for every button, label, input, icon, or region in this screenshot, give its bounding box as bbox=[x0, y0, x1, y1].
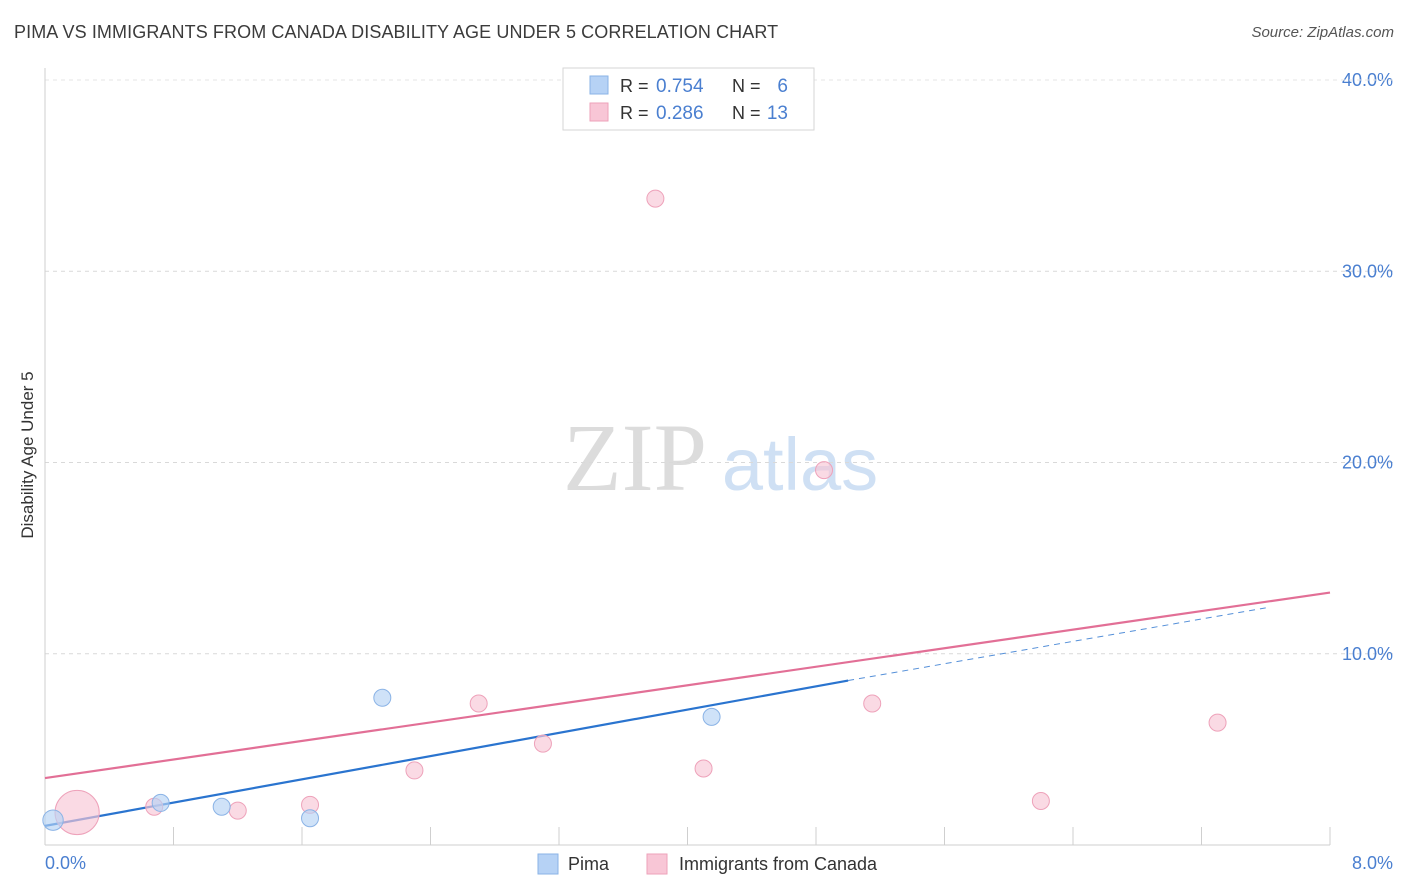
canada-trend-line bbox=[44, 591, 1331, 780]
legend-swatch-pima bbox=[537, 853, 559, 875]
stats-r-label: R = bbox=[620, 76, 649, 96]
legend-swatch-canada bbox=[646, 853, 668, 875]
pima-point bbox=[373, 688, 392, 707]
canada-point bbox=[815, 461, 834, 480]
source-credit: Source: ZipAtlas.com bbox=[1251, 24, 1394, 41]
watermark-zip: ZIP bbox=[563, 404, 707, 511]
canada-point bbox=[533, 734, 552, 753]
canada-point bbox=[228, 801, 247, 820]
stats-n-value: 6 bbox=[777, 76, 788, 97]
canada-point bbox=[405, 761, 424, 780]
pima-point bbox=[42, 809, 64, 831]
canada-point bbox=[469, 694, 488, 713]
pima-trend-line bbox=[44, 679, 849, 827]
pima-point bbox=[702, 707, 721, 726]
stats-n-value: 13 bbox=[767, 103, 788, 124]
x-tick-label: 0.0% bbox=[45, 853, 86, 873]
y-tick-label: 30.0% bbox=[1342, 261, 1393, 281]
legend-label-canada: Immigrants from Canada bbox=[679, 854, 878, 874]
pima-point bbox=[212, 797, 231, 816]
stats-r-value: 0.754 bbox=[656, 76, 704, 97]
stats-n-label: N = bbox=[732, 103, 761, 123]
canada-point bbox=[54, 789, 100, 836]
stats-r-value: 0.286 bbox=[656, 103, 704, 124]
y-tick-label: 10.0% bbox=[1342, 644, 1393, 664]
watermark-atlas: atlas bbox=[722, 423, 878, 506]
legend-label-pima: Pima bbox=[568, 854, 610, 874]
chart-title: PIMA VS IMMIGRANTS FROM CANADA DISABILIT… bbox=[14, 22, 779, 42]
canada-point bbox=[1031, 792, 1050, 811]
stats-swatch bbox=[589, 102, 609, 122]
canada-point bbox=[694, 759, 713, 778]
y-tick-label: 20.0% bbox=[1342, 453, 1393, 473]
canada-point bbox=[1208, 713, 1227, 732]
pima-trend-extension bbox=[848, 607, 1266, 682]
canada-point bbox=[646, 189, 665, 208]
pima-point bbox=[151, 793, 170, 812]
stats-n-label: N = bbox=[732, 76, 761, 96]
canada-point bbox=[863, 694, 882, 713]
stats-r-label: R = bbox=[620, 103, 649, 123]
pima-point bbox=[301, 809, 320, 828]
x-tick-label: 8.0% bbox=[1352, 853, 1393, 873]
stats-swatch bbox=[589, 75, 609, 95]
